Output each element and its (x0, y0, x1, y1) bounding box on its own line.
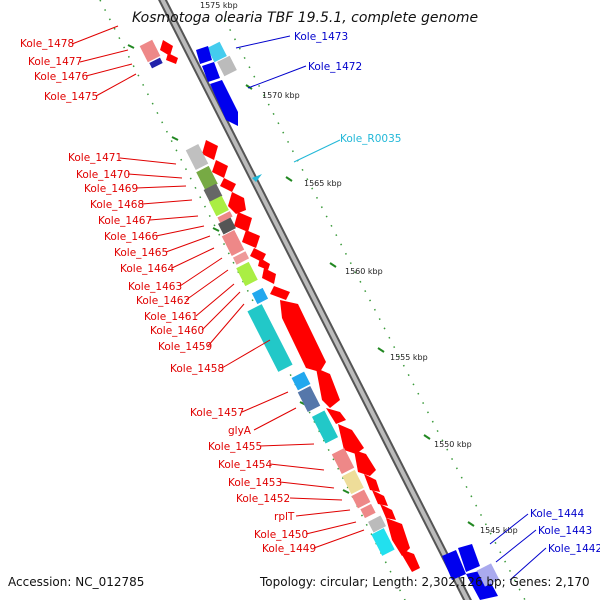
left-gene-labels: Kole_1478 Kole_1477 Kole_1476 Kole_1475 … (20, 38, 316, 555)
gene-label: Kole_1473 (294, 31, 348, 43)
topology-text: Topology: circular; Length: 2,302,126 bp… (259, 575, 590, 589)
gene-label: Kole_1459 (158, 341, 212, 353)
gene-label: glyA (228, 425, 252, 437)
gene-label: Kole_1466 (104, 231, 158, 243)
tick-label: 1570 kbp (262, 91, 300, 100)
gene-label: Kole_1476 (34, 71, 88, 83)
gene-label: Kole_1463 (128, 281, 182, 293)
gene-label: rplT (274, 511, 295, 523)
gene-label: Kole_1464 (120, 263, 174, 275)
gene-label: Kole_1454 (218, 459, 272, 471)
tick-label: 1555 kbp (390, 353, 428, 362)
gene-label: Kole_1450 (254, 529, 308, 541)
gene-label: Kole_1462 (136, 295, 190, 307)
forward-strand-genes (160, 40, 420, 572)
kbp-tick-labels: 1575 kbp 1570 kbp 1565 kbp 1560 kbp 1555… (200, 1, 518, 535)
accession-text: Accession: NC_012785 (8, 575, 144, 589)
gene-label: Kole_1470 (76, 169, 130, 181)
gene-label: Kole_1442 (548, 543, 600, 555)
tick-label: 1565 kbp (304, 179, 342, 188)
gene-label: Kole_1472 (308, 61, 362, 73)
gene-label: Kole_1465 (114, 247, 168, 259)
reverse-strand-genes (196, 41, 500, 600)
gene-label: Kole_1452 (236, 493, 290, 505)
tick-label: 1550 kbp (434, 440, 472, 449)
gene-label: Kole_1460 (150, 325, 204, 337)
gene-label: Kole_1457 (190, 407, 244, 419)
leader-line-cyan (293, 139, 341, 163)
gene-label: Kole_1453 (228, 477, 282, 489)
tick-label: 1575 kbp (200, 1, 238, 10)
gene-label: Kole_1468 (90, 199, 144, 211)
feature-boxes (139, 39, 395, 556)
gene-label: Kole_1443 (538, 525, 592, 537)
gene-label: Kole_1458 (170, 363, 224, 375)
gene-label: Kole_1467 (98, 215, 152, 227)
tick-label: 1560 kbp (345, 267, 383, 276)
gene-label: Kole_1455 (208, 441, 262, 453)
gene-label: Kole_1469 (84, 183, 138, 195)
gene-label: Kole_1461 (144, 311, 198, 323)
guide-tracks (99, 0, 526, 600)
tick-label: 1545 kbp (480, 526, 518, 535)
leader-lines (71, 25, 365, 549)
diagram-title: Kosmotoga olearia TBF 19.5.1, complete g… (132, 10, 478, 26)
gene-label: Kole_R0035 (340, 133, 401, 145)
gene-label: Kole_1478 (20, 38, 74, 50)
gene-label: Kole_1471 (68, 152, 122, 164)
right-gene-labels: Kole_1473 Kole_1472 Kole_R0035 Kole_1444… (294, 31, 600, 555)
gene-label: Kole_1444 (530, 508, 584, 520)
genome-backbone (158, 0, 472, 600)
leader-lines-blue (235, 35, 547, 581)
gene-label: Kole_1477 (28, 56, 82, 68)
gene-label: Kole_1449 (262, 543, 316, 555)
gene-label: Kole_1475 (44, 91, 98, 103)
